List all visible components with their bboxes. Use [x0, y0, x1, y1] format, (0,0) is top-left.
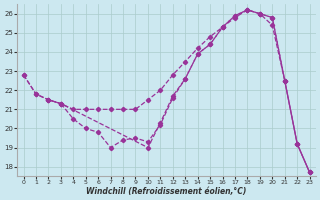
- X-axis label: Windchill (Refroidissement éolien,°C): Windchill (Refroidissement éolien,°C): [86, 187, 247, 196]
